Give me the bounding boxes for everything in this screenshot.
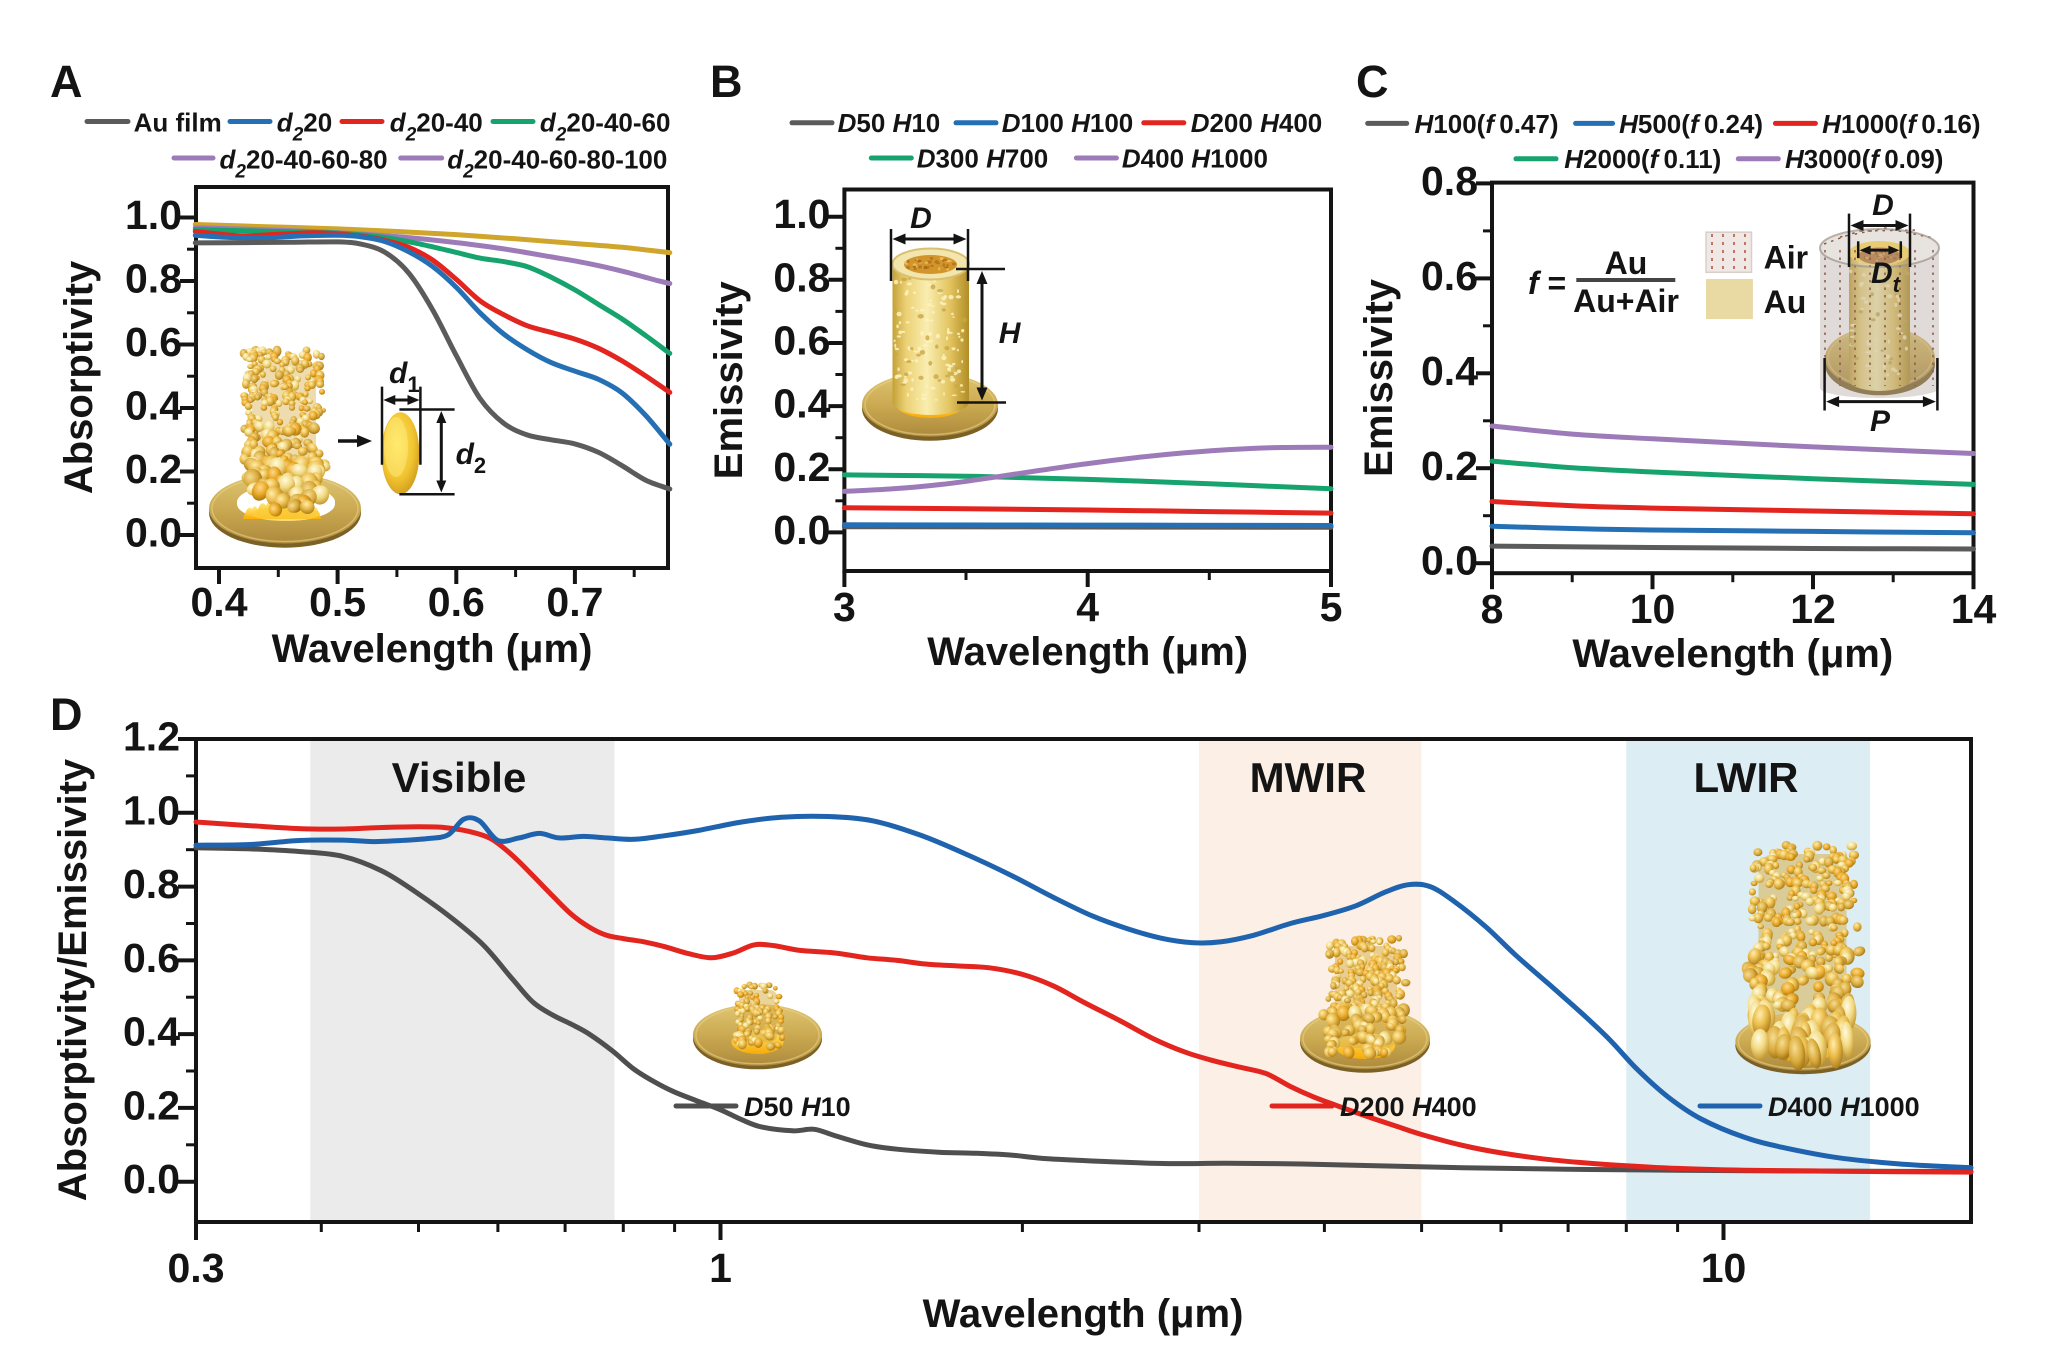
svg-text:D: D — [910, 202, 932, 235]
svg-text:D300 H700: D300 H700 — [917, 143, 1049, 173]
svg-text:d220-40-60-80-100: d220-40-60-80-100 — [447, 145, 667, 183]
svg-text:0.8: 0.8 — [125, 256, 182, 302]
svg-text:3: 3 — [833, 584, 856, 630]
svg-text:12: 12 — [1790, 586, 1836, 632]
svg-text:D50 H10: D50 H10 — [838, 108, 941, 138]
svg-text:0.8: 0.8 — [1421, 158, 1478, 204]
svg-text:MWIR: MWIR — [1250, 754, 1367, 801]
svg-text:f =: f = — [1528, 265, 1566, 301]
svg-text:4: 4 — [1076, 584, 1099, 630]
svg-text:10: 10 — [1630, 586, 1676, 632]
svg-text:d220: d220 — [277, 108, 332, 146]
svg-text:Absorptivity: Absorptivity — [57, 260, 101, 494]
svg-text:0.0: 0.0 — [123, 1156, 180, 1202]
svg-text:0.6: 0.6 — [125, 319, 182, 365]
svg-text:D50 H10: D50 H10 — [744, 1092, 851, 1122]
svg-text:D400 H1000: D400 H1000 — [1768, 1092, 1920, 1122]
svg-text:D100 H100: D100 H100 — [1002, 108, 1134, 138]
svg-text:H2000(f 0.11): H2000(f 0.11) — [1564, 144, 1721, 174]
svg-text:Absorptivity/Emissivity: Absorptivity/Emissivity — [51, 758, 95, 1201]
svg-text:8: 8 — [1481, 586, 1504, 632]
svg-text:0.8: 0.8 — [123, 861, 180, 907]
svg-text:D: D — [50, 689, 83, 740]
svg-text:D400 H1000: D400 H1000 — [1122, 143, 1268, 173]
svg-text:0.6: 0.6 — [123, 935, 180, 981]
svg-text:Dt: Dt — [1871, 257, 1902, 297]
svg-text:0.4: 0.4 — [125, 383, 182, 429]
svg-text:Au film: Au film — [134, 108, 222, 138]
svg-text:0.6: 0.6 — [428, 579, 485, 625]
svg-text:0.0: 0.0 — [1421, 538, 1478, 584]
svg-text:Wavelength (μm): Wavelength (μm) — [927, 630, 1248, 674]
svg-text:0.4: 0.4 — [1421, 348, 1478, 394]
svg-text:0.8: 0.8 — [773, 254, 830, 300]
svg-text:14: 14 — [1951, 586, 1997, 632]
svg-text:5: 5 — [1320, 584, 1343, 630]
svg-text:10: 10 — [1701, 1245, 1747, 1291]
svg-text:0.2: 0.2 — [773, 444, 830, 490]
svg-text:1.0: 1.0 — [773, 191, 830, 237]
svg-text:0.6: 0.6 — [1421, 253, 1478, 299]
svg-text:0.4: 0.4 — [191, 579, 248, 625]
svg-text:0.0: 0.0 — [125, 510, 182, 556]
svg-text:Au: Au — [1605, 245, 1648, 281]
svg-text:d1: d1 — [389, 357, 420, 397]
svg-text:Emissivity: Emissivity — [707, 281, 751, 480]
svg-text:0.6: 0.6 — [773, 318, 830, 364]
svg-text:H1000(f 0.16): H1000(f 0.16) — [1822, 109, 1980, 139]
svg-text:Au+Air: Au+Air — [1573, 283, 1679, 319]
svg-text:d220-40-60-80: d220-40-60-80 — [220, 145, 388, 183]
svg-text:0.2: 0.2 — [125, 446, 182, 492]
svg-text:1.0: 1.0 — [125, 192, 182, 238]
svg-text:Wavelength (μm): Wavelength (μm) — [272, 627, 593, 671]
svg-text:P: P — [1870, 405, 1891, 438]
svg-text:0.7: 0.7 — [546, 579, 603, 625]
svg-text:1.0: 1.0 — [123, 787, 180, 833]
svg-text:D: D — [1872, 189, 1894, 222]
svg-text:1: 1 — [709, 1245, 732, 1291]
svg-text:0.4: 0.4 — [123, 1009, 180, 1055]
svg-text:0.3: 0.3 — [168, 1245, 225, 1291]
svg-text:0.2: 0.2 — [123, 1082, 180, 1128]
svg-text:H: H — [999, 317, 1022, 350]
svg-text:H500(f 0.24): H500(f 0.24) — [1619, 109, 1763, 139]
svg-text:d220-40: d220-40 — [390, 108, 483, 146]
svg-text:H100(f 0.47): H100(f 0.47) — [1415, 109, 1559, 139]
svg-text:H3000(f 0.09): H3000(f 0.09) — [1785, 144, 1943, 174]
svg-text:Wavelength (μm): Wavelength (μm) — [1572, 632, 1893, 676]
svg-text:0.5: 0.5 — [309, 579, 366, 625]
svg-text:1.2: 1.2 — [123, 714, 180, 760]
svg-text:d2: d2 — [456, 438, 487, 478]
svg-text:Au: Au — [1764, 284, 1807, 320]
svg-text:d220-40-60: d220-40-60 — [540, 108, 671, 146]
svg-text:D200 H400: D200 H400 — [1191, 108, 1323, 138]
svg-text:Wavelength (μm): Wavelength (μm) — [923, 1292, 1244, 1336]
svg-text:0.0: 0.0 — [773, 507, 830, 553]
svg-text:0.2: 0.2 — [1421, 443, 1478, 489]
svg-text:Emissivity: Emissivity — [1357, 278, 1401, 477]
svg-text:A: A — [50, 56, 83, 107]
svg-text:LWIR: LWIR — [1694, 754, 1799, 801]
svg-text:D200 H400: D200 H400 — [1340, 1092, 1477, 1122]
svg-text:Visible: Visible — [392, 754, 527, 801]
svg-text:0.4: 0.4 — [773, 381, 830, 427]
svg-text:C: C — [1356, 56, 1389, 107]
svg-text:Air: Air — [1764, 239, 1808, 275]
svg-text:B: B — [710, 56, 743, 107]
